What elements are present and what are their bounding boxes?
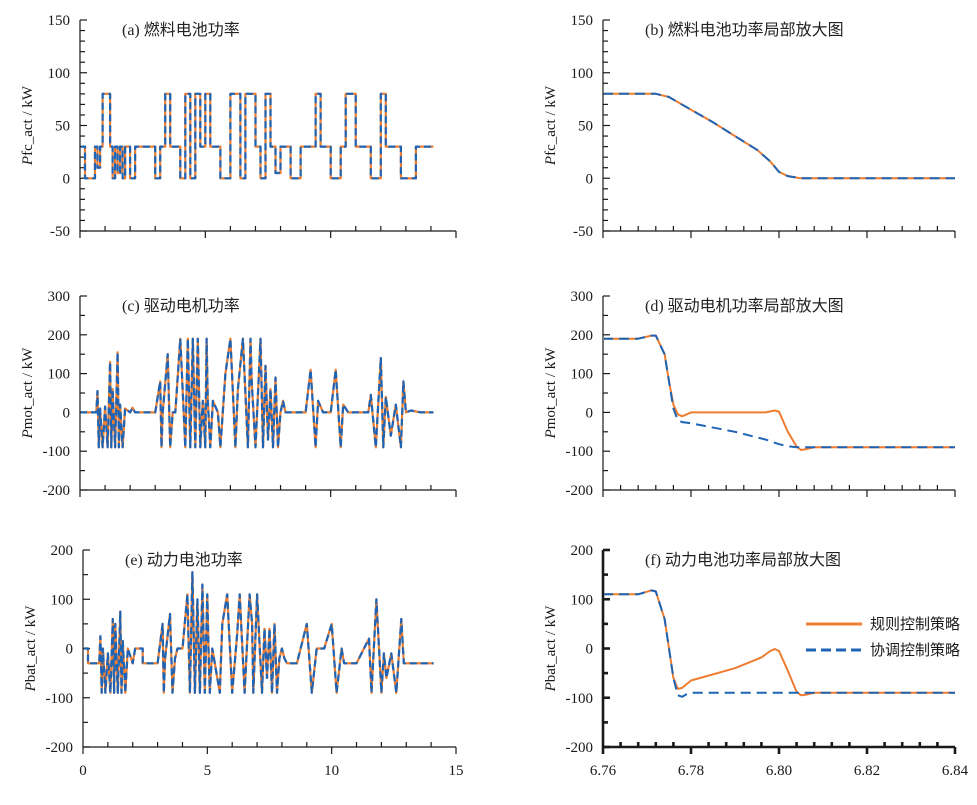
- y-tick-label: 300: [571, 289, 594, 305]
- panel-d: -200 -100 0 100 200 300 Pmot_act / kW (d) 驱动电机功…: [543, 289, 956, 499]
- series-coordinated-control-line: [604, 92, 955, 180]
- y-tick-label: -100: [566, 691, 594, 707]
- x-tick-label: 0: [79, 763, 87, 779]
- panel-title: (c) 驱动电机功率: [122, 297, 240, 315]
- y-axis-label: Pbat_act / kW: [543, 605, 559, 693]
- y-tick-label: -200: [46, 740, 74, 756]
- legend-label: 规则控制策略: [870, 616, 960, 633]
- y-tick-label: -50: [50, 224, 70, 240]
- y-tick-label: -200: [566, 740, 594, 756]
- panel-title: (d) 驱动电机功率局部放大图: [645, 297, 844, 315]
- y-tick-label: 0: [586, 171, 594, 187]
- y-axis-label: Pbat_act / kW: [23, 605, 39, 693]
- series-rule-control-line: [604, 334, 955, 451]
- y-axis-label: Pfc_act / kW: [20, 85, 36, 166]
- y-tick-label: 100: [571, 66, 594, 82]
- y-axis-label-unit: fc_act / kW: [20, 85, 36, 156]
- panel-title: (e) 动力电池功率: [125, 551, 243, 569]
- y-tick-label: 200: [51, 543, 74, 559]
- legend-label: 协调控制策略: [870, 642, 960, 659]
- y-tick-label: 0: [586, 642, 594, 658]
- panel-c: -200 -100 0 100 200 300 Pmot_act / kW (c) 驱动电机功…: [20, 289, 457, 499]
- y-tick-label: 50: [578, 119, 593, 135]
- panel-a: -50 0 50 100 150 Pfc_act / kW (a) 燃料电池功率: [20, 13, 457, 240]
- y-axis-label-symbol: P: [20, 156, 36, 166]
- x-tick-label: 6.76: [590, 763, 617, 779]
- y-tick-label: 100: [571, 367, 594, 383]
- y-axis-label-symbol: P: [543, 682, 559, 692]
- y-tick-label: -200: [566, 483, 594, 499]
- panel-title: (a) 燃料电池功率: [122, 21, 240, 39]
- y-tick-label: 100: [48, 367, 71, 383]
- x-tick-label: 6.80: [766, 763, 792, 779]
- y-axis-label-unit: fc_act / kW: [543, 85, 559, 156]
- series-coordinated-control-line: [81, 92, 434, 180]
- y-axis-label-unit: mot_act / kW: [20, 347, 36, 429]
- y-axis-label-symbol: P: [23, 682, 39, 692]
- x-tick-label: 6.84: [942, 763, 969, 779]
- series-rule-control-line: [604, 589, 955, 697]
- y-axis-label-symbol: P: [20, 429, 36, 439]
- y-tick-label: 150: [571, 13, 594, 29]
- series-rule-control-line: [604, 92, 955, 180]
- y-axis-label-symbol: P: [543, 156, 559, 166]
- y-tick-label: -50: [573, 224, 593, 240]
- y-tick-label: 100: [51, 592, 74, 608]
- y-tick-label: -100: [46, 691, 74, 707]
- x-tick-label: 6.82: [854, 763, 880, 779]
- panel-f: -200 -100 0 100 200 6.76 6.78 6.80 6.82 6.84 Pbat_…: [543, 543, 969, 779]
- y-tick-label: 300: [48, 289, 71, 305]
- y-axis-label-unit: bat_act / kW: [543, 605, 559, 682]
- y-tick-label: 0: [63, 405, 71, 421]
- y-axis-label-unit: bat_act / kW: [23, 605, 39, 682]
- y-axis-label: Pmot_act / kW: [543, 347, 559, 440]
- y-tick-label: 200: [571, 543, 594, 559]
- series-coordinated-control-line: [81, 337, 434, 449]
- y-tick-label: -200: [43, 483, 71, 499]
- y-tick-label: 200: [48, 328, 71, 344]
- y-tick-label: 0: [66, 642, 74, 658]
- panel-e: -200 -100 0 100 200 0 5 10 15 Pbat_act / kW (e) 动力…: [23, 543, 464, 779]
- y-tick-label: 0: [586, 405, 594, 421]
- y-tick-label: 200: [571, 328, 594, 344]
- series-coordinated-control-line: [604, 334, 955, 449]
- y-tick-label: 0: [63, 171, 71, 187]
- x-tick-label: 10: [324, 763, 339, 779]
- y-tick-label: 50: [55, 119, 70, 135]
- y-axis-label-symbol: P: [543, 429, 559, 439]
- y-tick-label: -100: [43, 444, 71, 460]
- panel-title: (b) 燃料电池功率局部放大图: [645, 21, 844, 39]
- x-tick-label: 5: [204, 763, 212, 779]
- y-tick-label: -100: [566, 444, 594, 460]
- panel-title: (f) 动力电池功率局部放大图: [645, 551, 841, 569]
- series-rule-control-line: [81, 337, 434, 449]
- y-axis-label-unit: mot_act / kW: [543, 347, 559, 429]
- y-tick-label: 150: [48, 13, 71, 29]
- panel-b: -50 0 50 100 150 Pfc_act / kW (b) 燃料电池功率局部放大图: [543, 13, 956, 240]
- y-axis-label: Pmot_act / kW: [20, 347, 36, 440]
- series-coordinated-control-line: [84, 571, 434, 694]
- y-axis-label: Pfc_act / kW: [543, 85, 559, 166]
- x-tick-label: 15: [449, 763, 464, 779]
- y-tick-label: 100: [571, 592, 594, 608]
- y-tick-label: 100: [48, 66, 71, 82]
- x-tick-label: 6.78: [678, 763, 704, 779]
